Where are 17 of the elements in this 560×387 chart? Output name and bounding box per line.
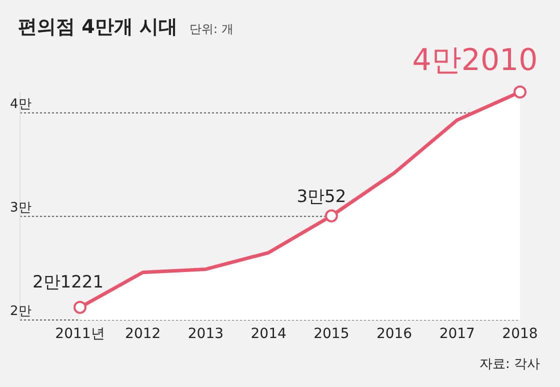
- chart-subtitle: 단위: 개: [189, 22, 234, 36]
- y-tick-label: 2만: [10, 304, 32, 319]
- chart-title: 편의점 4만개 시대: [18, 16, 178, 38]
- x-tick-label: 2018: [502, 326, 538, 342]
- data-label: 3만52: [296, 186, 346, 207]
- x-tick-label: 2012: [125, 326, 161, 342]
- data-label: 4만2010: [412, 43, 538, 78]
- text: 자료: 각사: [479, 356, 540, 373]
- y-tick-label: 3만: [10, 200, 32, 216]
- x-tick-label: 2016: [376, 326, 412, 342]
- x-tick-label: 2017: [439, 326, 475, 342]
- y-tick-label: 4만: [10, 96, 32, 112]
- x-tick-label: 2014: [250, 326, 286, 342]
- x-tick-label: 2013: [188, 326, 224, 342]
- x-tick-label: 2011년: [55, 326, 105, 342]
- x-tick-label: 2015: [314, 326, 350, 342]
- data-label: 2만1221: [32, 272, 104, 292]
